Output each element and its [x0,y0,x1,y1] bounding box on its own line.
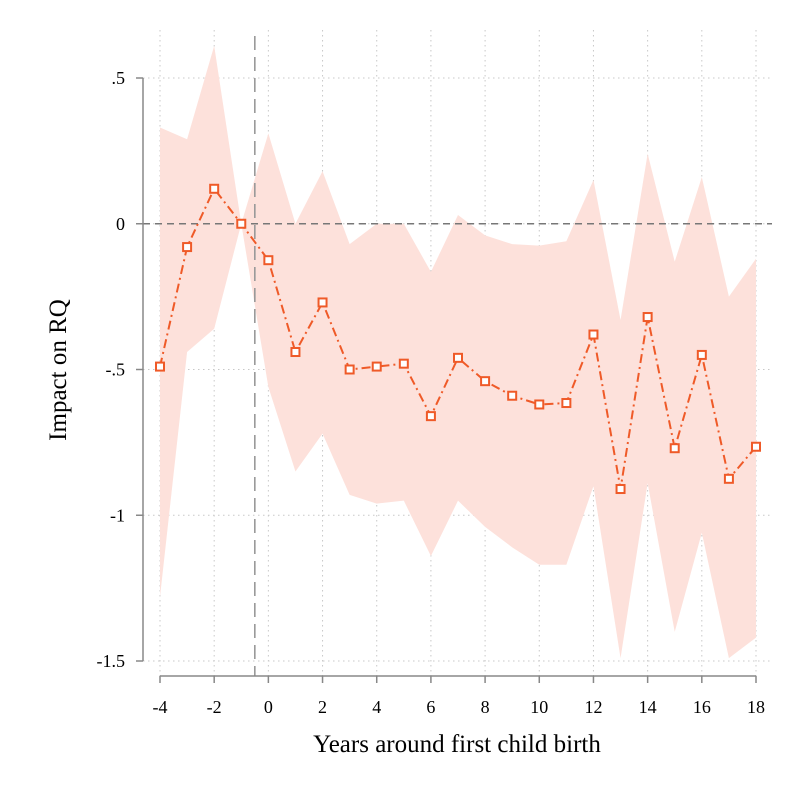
confidence-interval-area [160,45,756,659]
x-tick-label: 16 [693,697,711,717]
data-point [615,484,626,495]
data-point [588,329,599,340]
y-tick-label: -1.5 [97,651,126,671]
y-tick-label: -.5 [106,360,126,380]
data-point [480,376,491,387]
x-tick-label: 2 [318,697,327,717]
x-tick-label: 8 [481,697,490,717]
data-point [561,398,572,409]
y-tick-label: 0 [116,214,125,234]
data-point [398,358,409,369]
x-tick-label: 6 [426,697,435,717]
data-point [723,473,734,484]
data-point [317,297,328,308]
x-tick-label: 18 [747,697,765,717]
data-point [453,352,463,363]
data-point [507,390,518,401]
data-point [263,255,274,266]
data-point [290,347,301,358]
x-tick-label: 14 [639,697,657,717]
data-point [344,364,355,375]
data-point [155,361,165,372]
x-axis-title: Years around first child birth [313,731,601,758]
y-tick-label: -1 [110,505,125,525]
x-tick-label: -2 [207,697,222,717]
confidence-band [160,45,756,659]
y-axis-title: Impact on RQ [45,299,72,441]
data-point [236,218,247,229]
data-point [642,312,653,323]
x-tick-label: 0 [264,697,273,717]
data-point [425,411,436,422]
data-point [371,361,382,372]
x-tick-label: 10 [530,697,548,717]
axes: .5 0 -.5 -1 -1.5 -4 -2 0 2 4 6 8 10 12 14 16 18 [97,68,766,717]
data-point [751,441,761,452]
series-markers [155,183,761,495]
reference-lines [143,36,772,676]
data-point [534,399,545,410]
data-point [182,242,193,253]
data-point [669,443,680,454]
data-point [696,349,707,360]
y-tick-label: .5 [112,68,126,88]
x-tick-label: 12 [584,697,602,717]
x-tick-label: 4 [372,697,381,717]
x-tick-label: -4 [153,697,168,717]
data-point [209,183,220,194]
